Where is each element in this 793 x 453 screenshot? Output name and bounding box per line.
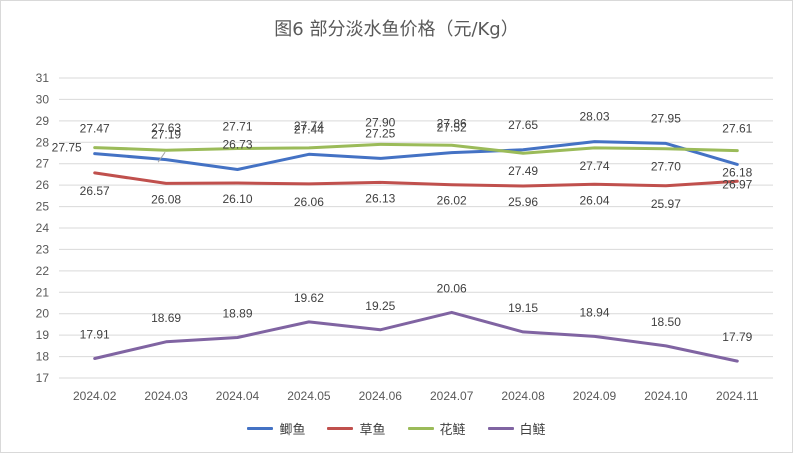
data-label: 25.97: [651, 197, 681, 211]
legend-item: 花鲢: [407, 419, 466, 438]
data-label: 18.50: [651, 315, 681, 329]
data-label: 26.08: [151, 192, 181, 206]
chart-legend: 鲫鱼 草鱼 花鲢 白鲢: [1, 419, 792, 438]
data-label: 27.52: [437, 121, 467, 135]
y-tick-label: 23: [36, 242, 50, 256]
legend-swatch: [247, 427, 274, 430]
x-tick-label: 2024.03: [144, 389, 188, 403]
data-label: 26.18: [722, 165, 752, 179]
legend-label: 白鲢: [519, 423, 546, 438]
x-tick-label: 2024.10: [644, 389, 688, 403]
legend-item: 鲫鱼: [247, 419, 305, 438]
y-tick-label: 26: [36, 178, 50, 192]
data-label: 19.25: [365, 299, 395, 313]
data-label: 27.86: [437, 116, 467, 130]
data-label: 27.25: [365, 126, 395, 140]
x-tick-label: 2024.05: [287, 389, 331, 403]
data-label: 27.71: [222, 120, 252, 134]
data-label: 17.91: [80, 328, 110, 342]
data-label: 26.02: [437, 194, 467, 208]
series-line: [93, 171, 739, 188]
data-label: 20.06: [437, 281, 467, 295]
series-line: [93, 140, 739, 171]
data-label: 27.47: [80, 122, 110, 136]
data-label: 25.96: [508, 195, 538, 209]
y-tick-label: 17: [36, 371, 50, 385]
y-tick-label: 19: [36, 328, 50, 342]
legend-swatch: [487, 427, 514, 430]
series-line: [93, 142, 739, 155]
x-tick-label: 2024.02: [73, 389, 117, 403]
leader-line: [157, 151, 166, 163]
data-label: 27.63: [151, 121, 181, 135]
data-label: 27.74: [579, 159, 609, 173]
chart-title: 图6 部分淡水鱼价格（元/Kg）: [274, 19, 519, 40]
data-label: 26.04: [579, 193, 609, 207]
y-tick-label: 28: [36, 135, 50, 149]
data-label: 26.97: [722, 177, 752, 191]
data-label: 28.03: [579, 110, 609, 124]
data-label: 19.15: [508, 301, 538, 315]
y-tick-label: 30: [36, 92, 50, 106]
data-label: 27.65: [508, 118, 538, 132]
legend-item: 白鲢: [487, 419, 546, 438]
data-label: 18.69: [151, 311, 181, 325]
x-tick-label: 2024.11: [716, 389, 759, 403]
y-tick-label: 20: [36, 307, 50, 321]
data-label: 19.62: [294, 291, 324, 305]
data-label: 27.75: [52, 141, 82, 155]
y-tick-label: 22: [36, 264, 50, 278]
data-label: 27.90: [365, 115, 395, 129]
y-tick-label: 24: [36, 221, 50, 235]
y-tick-label: 21: [36, 285, 50, 299]
series-line: [93, 310, 739, 363]
data-label: 26.06: [294, 195, 324, 209]
data-label: 26.10: [222, 192, 252, 206]
data-label: 18.89: [222, 307, 252, 321]
data-label: 27.95: [651, 111, 681, 125]
legend-label: 鲫鱼: [279, 423, 306, 438]
legend-swatch: [327, 427, 354, 430]
data-label: 27.19: [151, 128, 181, 142]
x-tick-label: 2024.09: [573, 389, 617, 403]
x-tick-label: 2024.04: [216, 389, 260, 403]
data-label: 27.44: [294, 122, 324, 136]
data-label: 17.79: [722, 330, 752, 344]
legend-item: 草鱼: [327, 419, 386, 438]
y-tick-label: 31: [36, 71, 50, 85]
x-tick-label: 2024.07: [430, 389, 474, 403]
data-label: 27.74: [294, 119, 324, 133]
data-label: 27.70: [651, 160, 681, 174]
y-tick-label: 18: [36, 350, 50, 364]
data-label: 26.57: [80, 184, 110, 198]
data-label: 26.13: [365, 191, 395, 205]
y-tick-label: 27: [36, 157, 50, 171]
legend-label: 花鲢: [439, 423, 466, 438]
y-tick-label: 25: [36, 200, 50, 214]
x-tick-label: 2024.08: [501, 389, 545, 403]
data-label: 26.73: [222, 138, 252, 152]
data-label: 27.61: [722, 122, 752, 136]
y-tick-label: 29: [36, 114, 50, 128]
data-label: 18.94: [579, 305, 609, 319]
x-tick-label: 2024.06: [359, 389, 403, 403]
legend-label: 草鱼: [359, 423, 386, 438]
data-label: 27.49: [508, 164, 538, 178]
legend-swatch: [407, 427, 434, 430]
